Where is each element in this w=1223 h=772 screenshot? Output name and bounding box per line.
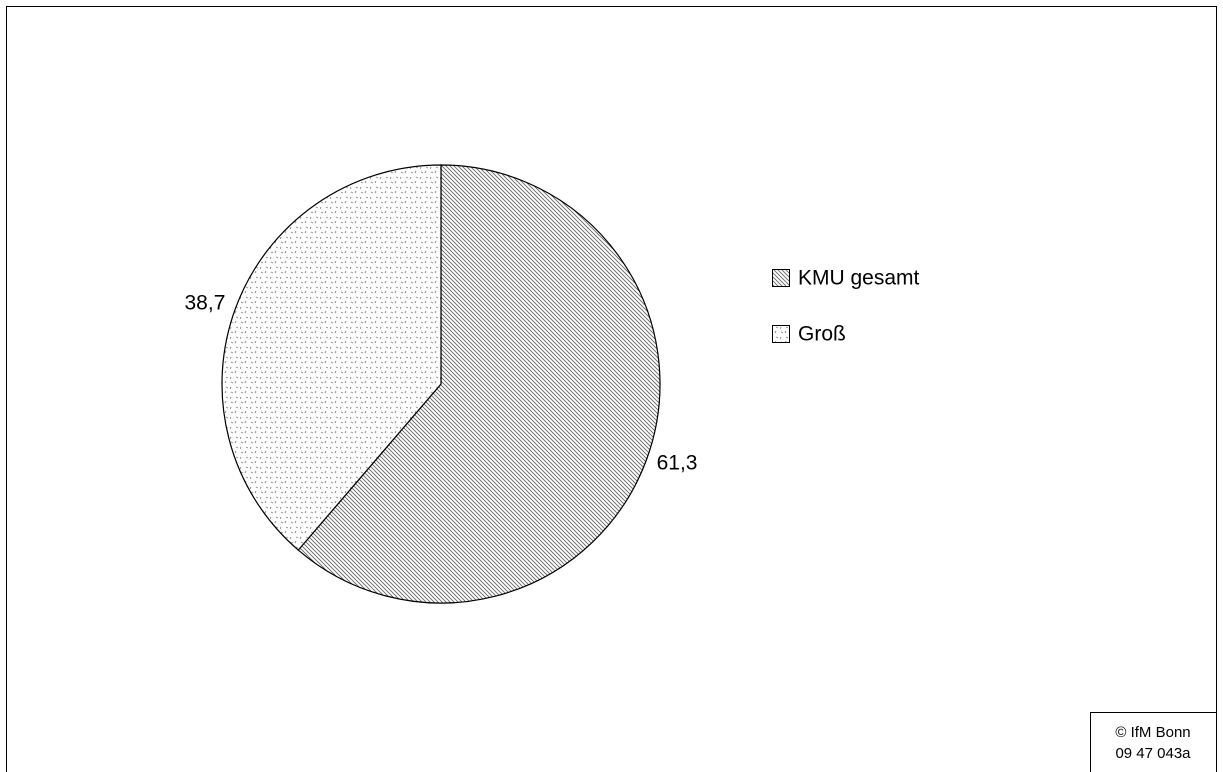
legend-swatch [772,325,790,343]
legend-label: KMU gesamt [798,267,920,290]
pie-slice [221,164,442,551]
source-box [1090,712,1217,772]
source-line: © IfM Bonn [1115,724,1190,741]
legend-swatch [772,269,790,287]
frame [6,6,1217,772]
legend-label: Groß [798,323,846,346]
data-label: 38,7 [185,292,226,315]
pie-slice [297,164,661,604]
data-label: 61,3 [657,451,698,474]
source-line: 09 47 043a [1115,745,1191,762]
